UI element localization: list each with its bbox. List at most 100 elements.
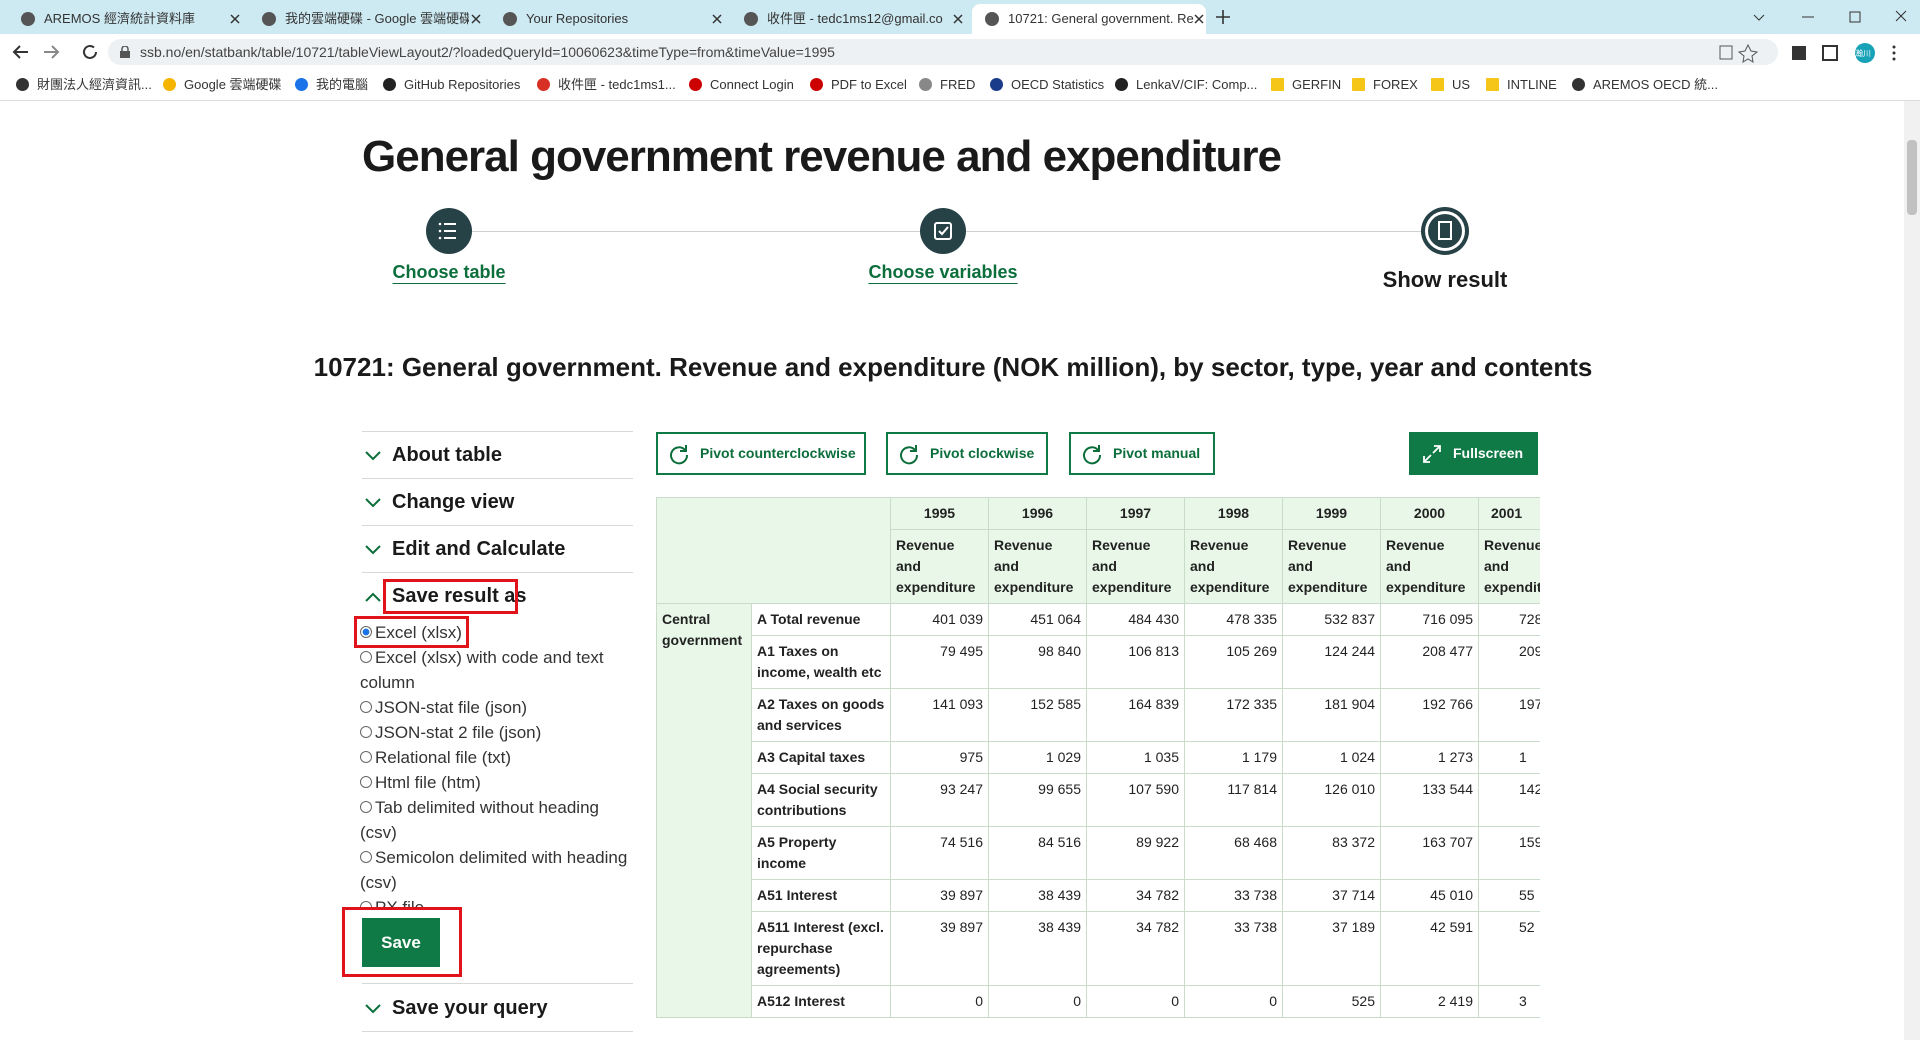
data-row: A2 Taxes on goods and services 141 093 152… [657,688,1540,742]
year-header: 2000 [1380,497,1479,530]
radio-option[interactable]: Semicolon delimited with heading (csv) [360,845,632,895]
bookmark-icon [1431,78,1444,91]
row-label: A1 Taxes on income, wealth etc [751,635,891,689]
step-circle [1421,207,1469,255]
radio-option[interactable]: PX file [360,895,632,908]
section-heading[interactable]: Save your query [392,997,548,1019]
radio-option[interactable]: Relational file (txt) [360,745,632,770]
row-label: A Total revenue [751,603,891,636]
bookmark[interactable]: OECD Statistics [1011,77,1105,92]
radio[interactable] [360,801,372,813]
bookmark[interactable]: GitHub Repositories [404,77,521,92]
value-cell: 975 [890,741,989,774]
value-cell: 34 782 [1086,911,1185,986]
bookmark[interactable]: Connect Login [710,77,794,92]
tab-close[interactable] [1194,14,1204,24]
bookmark[interactable]: FOREX [1373,77,1418,92]
step-circle[interactable] [424,206,474,256]
button-icon [900,445,919,465]
section-heading[interactable]: Change view [392,491,515,513]
page-title: General government revenue and expenditu… [362,132,1282,181]
radio-option[interactable]: Tab delimited without heading (csv) [360,795,632,845]
radio[interactable] [360,726,372,738]
radio[interactable] [360,751,372,763]
section-heading[interactable]: Edit and Calculate [392,538,566,560]
value-cell: 117 814 [1184,773,1283,827]
step-circle[interactable] [918,206,968,256]
tab-close[interactable] [953,14,963,24]
radio-option[interactable]: JSON-stat file (json) [360,695,632,720]
chevron[interactable] [365,451,381,461]
value-cell: 126 010 [1282,773,1381,827]
row-label: A4 Social security contributions [751,773,891,827]
tab[interactable]: 我的雲端硬碟 - Google 雲端硬碟 [285,11,469,26]
data-row: Central government A Total revenue 401 039… [656,603,1540,1018]
step-label[interactable]: Choose variables [868,262,1018,282]
bookmark-icon [383,78,396,91]
contents-header: Revenue and expenditure [1380,529,1479,604]
chevron[interactable] [365,498,381,508]
bookmark-icon [295,78,308,91]
tab-close[interactable] [230,14,240,24]
tab-close[interactable] [471,14,481,24]
chevron[interactable] [365,592,381,602]
button-icon [1423,445,1441,463]
bookmark[interactable]: PDF to Excel [831,77,907,92]
radio-option[interactable]: Excel (xlsx) [360,620,632,645]
radio[interactable] [360,776,372,788]
tab[interactable]: AREMOS 經濟統計資料庫 [44,11,195,26]
bookmark[interactable]: LenkaV/CIF: Comp... [1136,77,1258,92]
pivot-button[interactable]: Pivot clockwise [886,432,1048,475]
radio-option[interactable]: Html file (htm) [360,770,632,795]
value-cell: 93 247 [890,773,989,827]
radio-label: PX file [375,898,425,908]
value-cell: 164 839 [1086,688,1185,742]
tab-close[interactable] [712,14,722,24]
bookmark-icon [1486,78,1499,91]
value-cell: 478 335 [1184,603,1283,636]
value-cell: 142 [1478,773,1540,827]
radio[interactable] [360,851,372,863]
radio[interactable] [360,651,372,663]
fullscreen-button[interactable]: Fullscreen [1409,432,1538,475]
new-tab[interactable] [1216,10,1230,24]
separator [362,572,633,573]
radio[interactable] [360,901,372,908]
radio-option[interactable]: Excel (xlsx) with code and text column [360,645,632,695]
radio[interactable] [360,701,372,713]
step-label[interactable]: Choose table [392,262,506,282]
tab[interactable]: Your Repositories [526,11,629,26]
save-button[interactable]: Save [362,918,440,967]
bookmark-icon [537,78,550,91]
pivot-button[interactable]: Pivot manual [1069,432,1215,475]
bookmark[interactable]: Google 雲端硬碟 [184,77,282,92]
value-cell: 106 813 [1086,635,1185,689]
value-cell: 79 495 [890,635,989,689]
bookmark[interactable]: 收件匣 - tedc1ms1... [558,77,676,92]
value-cell: 98 840 [988,635,1087,689]
radio-option[interactable]: JSON-stat 2 file (json) [360,720,632,745]
value-cell: 1 179 [1184,741,1283,774]
bookmark[interactable]: AREMOS OECD 統... [1593,77,1718,92]
bookmark[interactable]: INTLINE [1507,77,1557,92]
pivot-button[interactable]: Pivot counterclockwise [656,432,866,475]
radio[interactable] [360,626,372,638]
tab[interactable]: 收件匣 - tedc1ms12@gmail.co [767,11,943,26]
value-cell: 192 766 [1380,688,1479,742]
value-cell: 163 707 [1380,826,1479,880]
bookmark[interactable]: GERFIN [1292,77,1342,92]
bookmark[interactable]: US [1452,77,1471,92]
bookmark[interactable]: 我的電腦 [316,77,369,92]
bookmark[interactable]: 財團法人經濟資訊... [37,77,152,92]
value-cell: 37 714 [1282,879,1381,912]
bookmark[interactable]: FRED [940,77,976,92]
chevron[interactable] [365,1004,381,1014]
tab[interactable]: 10721: General government. Re [972,4,1206,34]
bookmark-icon [163,78,176,91]
header-row: Revenue and expenditure Revenue and expen… [657,529,1540,604]
radio-label: JSON-stat file (json) [375,698,528,717]
section-heading[interactable]: Save result as [392,585,527,607]
section-heading[interactable]: About table [392,444,502,466]
chevron[interactable] [365,545,381,555]
